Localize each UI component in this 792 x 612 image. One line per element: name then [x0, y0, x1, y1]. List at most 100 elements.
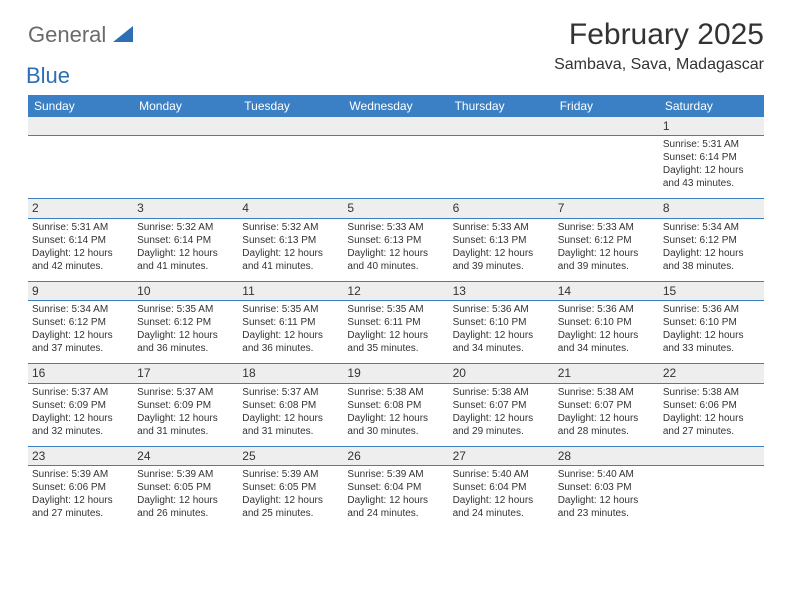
day-number-cell: 28: [554, 446, 659, 465]
day-details: Sunrise: 5:32 AMSunset: 6:14 PMDaylight:…: [133, 219, 238, 281]
daylight-line: Daylight: 12 hours and 30 minutes.: [347, 412, 444, 438]
sunset-line: Sunset: 6:04 PM: [347, 481, 444, 494]
day-details: Sunrise: 5:38 AMSunset: 6:07 PMDaylight:…: [554, 384, 659, 446]
day-number-cell: 26: [343, 446, 448, 465]
day-details: Sunrise: 5:39 AMSunset: 6:05 PMDaylight:…: [238, 466, 343, 528]
sunrise-line: Sunrise: 5:39 AM: [242, 468, 339, 481]
daylight-line: Daylight: 12 hours and 39 minutes.: [453, 247, 550, 273]
sunrise-line: Sunrise: 5:37 AM: [32, 386, 129, 399]
day-number-cell: 11: [238, 281, 343, 300]
daylight-line: Daylight: 12 hours and 24 minutes.: [347, 494, 444, 520]
day-details: Sunrise: 5:37 AMSunset: 6:09 PMDaylight:…: [28, 384, 133, 446]
day-details: Sunrise: 5:40 AMSunset: 6:03 PMDaylight:…: [554, 466, 659, 528]
day-content-cell: Sunrise: 5:35 AMSunset: 6:12 PMDaylight:…: [133, 301, 238, 364]
daylight-line: Daylight: 12 hours and 31 minutes.: [242, 412, 339, 438]
daylight-line: Daylight: 12 hours and 43 minutes.: [663, 164, 760, 190]
day-number: 27: [449, 447, 554, 465]
sunset-line: Sunset: 6:05 PM: [242, 481, 339, 494]
sunset-line: Sunset: 6:13 PM: [347, 234, 444, 247]
sunset-line: Sunset: 6:12 PM: [663, 234, 760, 247]
day-number: 21: [554, 364, 659, 382]
day-content-cell: Sunrise: 5:36 AMSunset: 6:10 PMDaylight:…: [554, 301, 659, 364]
day-content-cell: Sunrise: 5:38 AMSunset: 6:06 PMDaylight:…: [659, 383, 764, 446]
day-number-cell: [28, 117, 133, 136]
day-number-cell: 5: [343, 199, 448, 218]
day-number: 24: [133, 447, 238, 465]
daylight-line: Daylight: 12 hours and 27 minutes.: [32, 494, 129, 520]
sunrise-line: Sunrise: 5:37 AM: [242, 386, 339, 399]
sunset-line: Sunset: 6:04 PM: [453, 481, 550, 494]
sunset-line: Sunset: 6:06 PM: [663, 399, 760, 412]
triangle-icon: [113, 26, 133, 47]
sunrise-line: Sunrise: 5:36 AM: [558, 303, 655, 316]
day-number-cell: [343, 117, 448, 136]
day-details: Sunrise: 5:34 AMSunset: 6:12 PMDaylight:…: [28, 301, 133, 363]
sunrise-line: Sunrise: 5:32 AM: [242, 221, 339, 234]
sunrise-line: Sunrise: 5:35 AM: [242, 303, 339, 316]
day-content-cell: [133, 136, 238, 199]
day-content-cell: Sunrise: 5:38 AMSunset: 6:08 PMDaylight:…: [343, 383, 448, 446]
week-number-row: 9101112131415: [28, 281, 764, 300]
sunrise-line: Sunrise: 5:36 AM: [663, 303, 760, 316]
daylight-line: Daylight: 12 hours and 25 minutes.: [242, 494, 339, 520]
day-number: 4: [238, 199, 343, 217]
day-details: Sunrise: 5:39 AMSunset: 6:05 PMDaylight:…: [133, 466, 238, 528]
day-details: Sunrise: 5:33 AMSunset: 6:13 PMDaylight:…: [449, 219, 554, 281]
sunset-line: Sunset: 6:09 PM: [137, 399, 234, 412]
day-header: Sunday: [28, 95, 133, 117]
day-number: 23: [28, 447, 133, 465]
daylight-line: Daylight: 12 hours and 28 minutes.: [558, 412, 655, 438]
day-header: Saturday: [659, 95, 764, 117]
day-details: Sunrise: 5:38 AMSunset: 6:08 PMDaylight:…: [343, 384, 448, 446]
day-number: 19: [343, 364, 448, 382]
day-number: 1: [659, 117, 764, 135]
day-details: Sunrise: 5:31 AMSunset: 6:14 PMDaylight:…: [28, 219, 133, 281]
brand-text-2: Blue: [26, 65, 133, 87]
day-number: 9: [28, 282, 133, 300]
sunrise-line: Sunrise: 5:38 AM: [558, 386, 655, 399]
day-number: 2: [28, 199, 133, 217]
sunset-line: Sunset: 6:10 PM: [663, 316, 760, 329]
daylight-line: Daylight: 12 hours and 35 minutes.: [347, 329, 444, 355]
day-details: Sunrise: 5:38 AMSunset: 6:07 PMDaylight:…: [449, 384, 554, 446]
day-content-cell: Sunrise: 5:33 AMSunset: 6:12 PMDaylight:…: [554, 218, 659, 281]
day-number: 18: [238, 364, 343, 382]
sunset-line: Sunset: 6:09 PM: [32, 399, 129, 412]
day-content-cell: Sunrise: 5:38 AMSunset: 6:07 PMDaylight:…: [449, 383, 554, 446]
day-details: Sunrise: 5:36 AMSunset: 6:10 PMDaylight:…: [449, 301, 554, 363]
sunset-line: Sunset: 6:05 PM: [137, 481, 234, 494]
week-content-row: Sunrise: 5:34 AMSunset: 6:12 PMDaylight:…: [28, 301, 764, 364]
week-number-row: 232425262728: [28, 446, 764, 465]
day-number-cell: [133, 117, 238, 136]
daylight-line: Daylight: 12 hours and 23 minutes.: [558, 494, 655, 520]
day-details: Sunrise: 5:40 AMSunset: 6:04 PMDaylight:…: [449, 466, 554, 528]
day-content-cell: Sunrise: 5:40 AMSunset: 6:03 PMDaylight:…: [554, 465, 659, 528]
day-content-cell: Sunrise: 5:34 AMSunset: 6:12 PMDaylight:…: [659, 218, 764, 281]
week-content-row: Sunrise: 5:31 AMSunset: 6:14 PMDaylight:…: [28, 136, 764, 199]
week-content-row: Sunrise: 5:31 AMSunset: 6:14 PMDaylight:…: [28, 218, 764, 281]
day-number-cell: 2: [28, 199, 133, 218]
daylight-line: Daylight: 12 hours and 36 minutes.: [242, 329, 339, 355]
day-content-cell: Sunrise: 5:32 AMSunset: 6:13 PMDaylight:…: [238, 218, 343, 281]
day-details: Sunrise: 5:37 AMSunset: 6:08 PMDaylight:…: [238, 384, 343, 446]
day-header-row: Sunday Monday Tuesday Wednesday Thursday…: [28, 95, 764, 117]
title-block: February 2025 Sambava, Sava, Madagascar: [554, 18, 764, 74]
sunset-line: Sunset: 6:13 PM: [242, 234, 339, 247]
day-content-cell: [28, 136, 133, 199]
day-number: 25: [238, 447, 343, 465]
day-details: Sunrise: 5:37 AMSunset: 6:09 PMDaylight:…: [133, 384, 238, 446]
day-number-cell: 7: [554, 199, 659, 218]
day-number: 17: [133, 364, 238, 382]
sunrise-line: Sunrise: 5:31 AM: [32, 221, 129, 234]
daylight-line: Daylight: 12 hours and 24 minutes.: [453, 494, 550, 520]
sunrise-line: Sunrise: 5:33 AM: [558, 221, 655, 234]
daylight-line: Daylight: 12 hours and 38 minutes.: [663, 247, 760, 273]
day-number: 15: [659, 282, 764, 300]
sunset-line: Sunset: 6:06 PM: [32, 481, 129, 494]
sunset-line: Sunset: 6:12 PM: [32, 316, 129, 329]
day-content-cell: Sunrise: 5:32 AMSunset: 6:14 PMDaylight:…: [133, 218, 238, 281]
daylight-line: Daylight: 12 hours and 37 minutes.: [32, 329, 129, 355]
day-number-cell: 14: [554, 281, 659, 300]
day-number-cell: 27: [449, 446, 554, 465]
sunset-line: Sunset: 6:12 PM: [137, 316, 234, 329]
